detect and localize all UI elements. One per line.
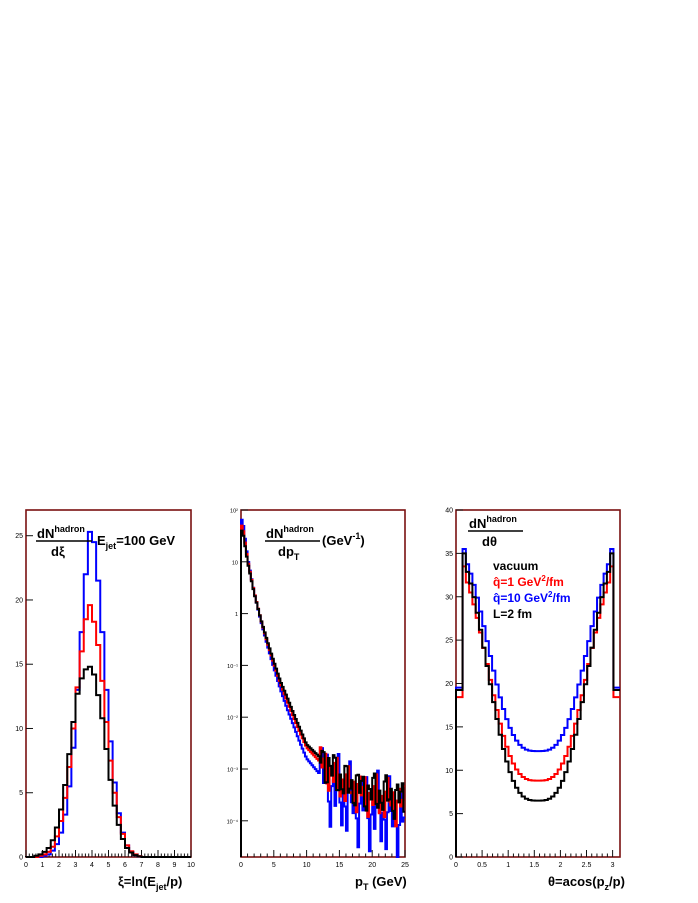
series-qhat10 — [455, 548, 620, 857]
x-tick-label: 2 — [57, 862, 61, 869]
y-tick-label: 10 — [232, 560, 238, 566]
y-tick-label: 10⁻¹ — [227, 664, 238, 670]
series-vacuum — [455, 552, 620, 857]
panel-theta-distribution: 0 0.5 1 1.5 2 2.5 30510152025303540dNhadrondθv… — [445, 508, 625, 893]
y-tick-label: 0 — [19, 855, 23, 862]
x-tick-label: 4 — [90, 862, 94, 869]
legend-entry-plain: L=2 fm — [493, 607, 532, 621]
x-tick-label: 0.5 — [477, 862, 487, 869]
series-vacuum — [25, 665, 191, 858]
y-tick-label: 10⁻³ — [227, 767, 238, 773]
y-tick-label: 30 — [445, 594, 453, 601]
x-axis-label: pT (GeV) — [355, 874, 407, 892]
x-tick-label: 3 — [611, 862, 615, 869]
y-label-denominator: dθ — [482, 534, 497, 549]
y-tick-label: 10 — [15, 726, 23, 733]
x-tick-label: 0 — [24, 862, 28, 869]
x-axis-label: ξ=ln(Ejet/p) — [118, 874, 182, 892]
x-tick-label: 1.5 — [529, 862, 539, 869]
x-tick-label: 0 — [239, 862, 243, 869]
x-axis-label: θ=acos(pz/p) — [548, 874, 625, 892]
y-tick-label: 15 — [15, 662, 23, 669]
y-tick-label: 20 — [445, 681, 453, 688]
series-qhat1 — [455, 565, 620, 857]
plot-frame — [25, 509, 192, 858]
x-tick-label: 1 — [506, 862, 510, 869]
y-tick-label: 25 — [445, 638, 453, 645]
energy-annotation: Ejet=100 GeV — [97, 533, 175, 551]
x-tick-label: 10 — [303, 862, 311, 869]
y-tick-label: 10² — [230, 509, 238, 515]
x-tick-label: 6 — [123, 862, 127, 869]
y-label-denominator: dpT — [278, 544, 300, 562]
y-label-denominator: dξ — [51, 544, 65, 559]
y-tick-label: 35 — [445, 551, 453, 558]
x-tick-label: 7 — [140, 862, 144, 869]
x-tick-label: 10 — [187, 862, 195, 869]
y-tick-label: 10 — [445, 768, 453, 775]
y-tick-label: 5 — [449, 811, 453, 818]
legend-entry-qhat1: q̂=1 GeV2/fm — [493, 574, 564, 589]
legend-entry-qhat10: q̂=10 GeV2/fm — [493, 590, 570, 605]
series-vacuum — [240, 529, 405, 857]
series-qhat10 — [25, 530, 191, 858]
x-tick-label: 5 — [272, 862, 276, 869]
legend-entry-vacuum: vacuum — [493, 559, 538, 573]
y-label-unit: (GeV-1) — [322, 531, 365, 548]
x-tick-label: 2.5 — [582, 862, 592, 869]
panel-xi-distribution: 0 1 2 3 4 5 6 7 8 9 10 0 5 10 15 20 25 dNhadron dξ Ejet=100… — [15, 509, 195, 892]
y-label-numerator: dNhadron — [266, 524, 314, 541]
panel-pt-distribution: 0 5 10 15 20 25 10⁻⁴ 10⁻³ 10⁻² 10⁻¹ 1 10 10² dNhadron… — [227, 509, 409, 893]
x-tick-label: 0 — [454, 862, 458, 869]
y-tick-label: 0 — [449, 855, 453, 862]
x-tick-label: 25 — [401, 862, 409, 869]
x-tick-label: 5 — [107, 862, 111, 869]
y-tick-label: 1 — [235, 612, 238, 618]
x-tick-label: 9 — [173, 862, 177, 869]
y-tick-label: 10⁻² — [227, 716, 238, 722]
y-tick-label: 15 — [445, 724, 453, 731]
y-tick-label: 20 — [15, 597, 23, 604]
y-tick-label: 40 — [445, 508, 453, 515]
y-tick-label: 5 — [19, 790, 23, 797]
x-tick-label: 1 — [41, 862, 45, 869]
y-label-numerator: dNhadron — [37, 524, 85, 541]
y-label-numerator: dNhadron — [469, 514, 517, 531]
x-tick-label: 8 — [156, 862, 160, 869]
x-tick-label: 2 — [558, 862, 562, 869]
x-tick-label: 15 — [336, 862, 344, 869]
x-tick-label: 3 — [74, 862, 78, 869]
y-tick-label: 10⁻⁴ — [227, 818, 239, 825]
x-tick-label: 20 — [368, 862, 376, 869]
y-tick-label: 25 — [15, 533, 23, 540]
series-qhat1 — [240, 524, 405, 857]
series-qhat1 — [25, 604, 191, 858]
